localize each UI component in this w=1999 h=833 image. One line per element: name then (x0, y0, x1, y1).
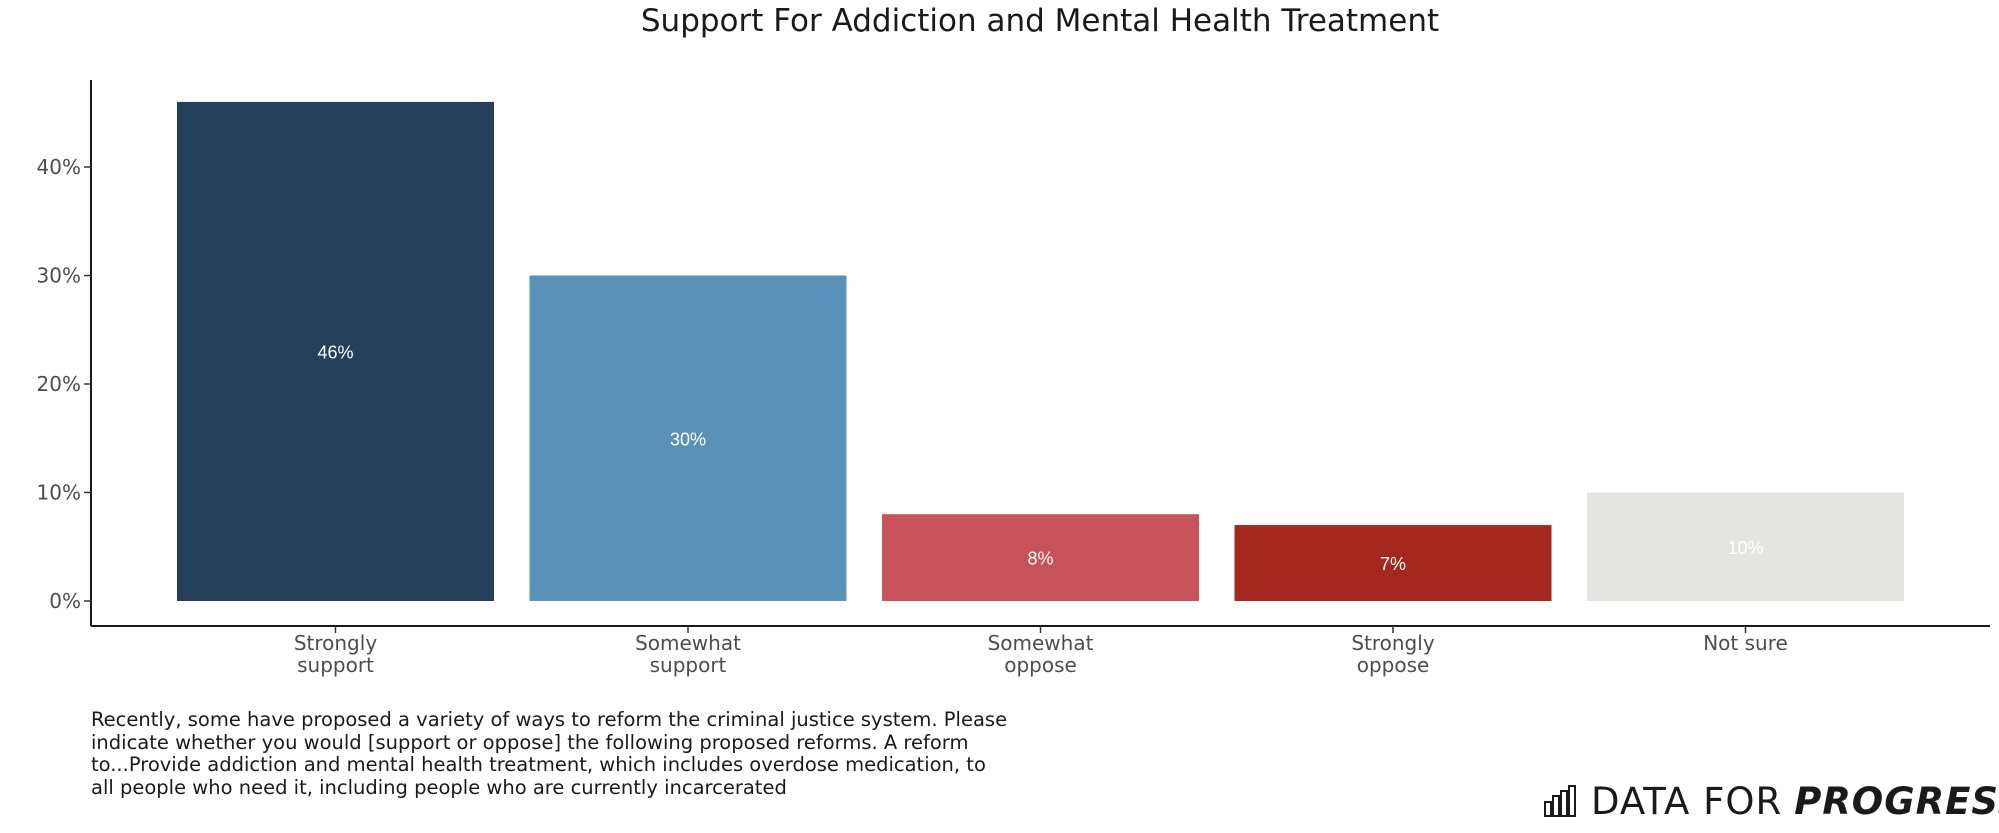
bar-value-label: 7% (1380, 554, 1406, 574)
logo-text-regular: DATA FOR (1591, 779, 1783, 823)
category-label: Somewhat (635, 631, 741, 655)
y-tick-label: 20% (37, 372, 81, 396)
y-tick-label: 10% (37, 481, 81, 505)
bar (529, 275, 847, 601)
category-label: Strongly (1351, 631, 1434, 655)
bar (882, 514, 1199, 601)
bar-chart-icon (1544, 785, 1576, 817)
data-for-progress-logo: DATA FOR PROGRESS (1543, 776, 1999, 826)
bar-value-label: 46% (317, 342, 353, 362)
category-label: Strongly (294, 631, 377, 655)
bar (1234, 525, 1552, 601)
bar-value-label: 30% (670, 429, 706, 449)
chart-title: Support For Addiction and Mental Health … (641, 3, 1439, 39)
category-label: oppose (1357, 653, 1430, 677)
bar (177, 101, 494, 602)
category-label: support (650, 653, 727, 677)
question-caption: Recently, some have proposed a variety o… (91, 708, 1008, 799)
category-label: Not sure (1703, 631, 1788, 655)
logo-text-bold: PROGRESS (1794, 779, 1999, 823)
axes: 0% 10% 20% 30% 40% (37, 80, 1990, 633)
bar-value-label: 8% (1027, 549, 1053, 569)
category-label: oppose (1004, 653, 1077, 677)
labels: 46%Stronglysupport30%Somewhatsupport8%So… (294, 342, 1788, 677)
category-label: support (297, 653, 374, 677)
y-tick-label: 30% (37, 264, 81, 288)
y-tick-label: 40% (37, 155, 81, 179)
bars (177, 101, 1904, 602)
y-tick-label: 0% (49, 589, 81, 613)
bar (1587, 492, 1904, 601)
bar-value-label: 10% (1727, 538, 1763, 558)
category-label: Somewhat (988, 631, 1094, 655)
